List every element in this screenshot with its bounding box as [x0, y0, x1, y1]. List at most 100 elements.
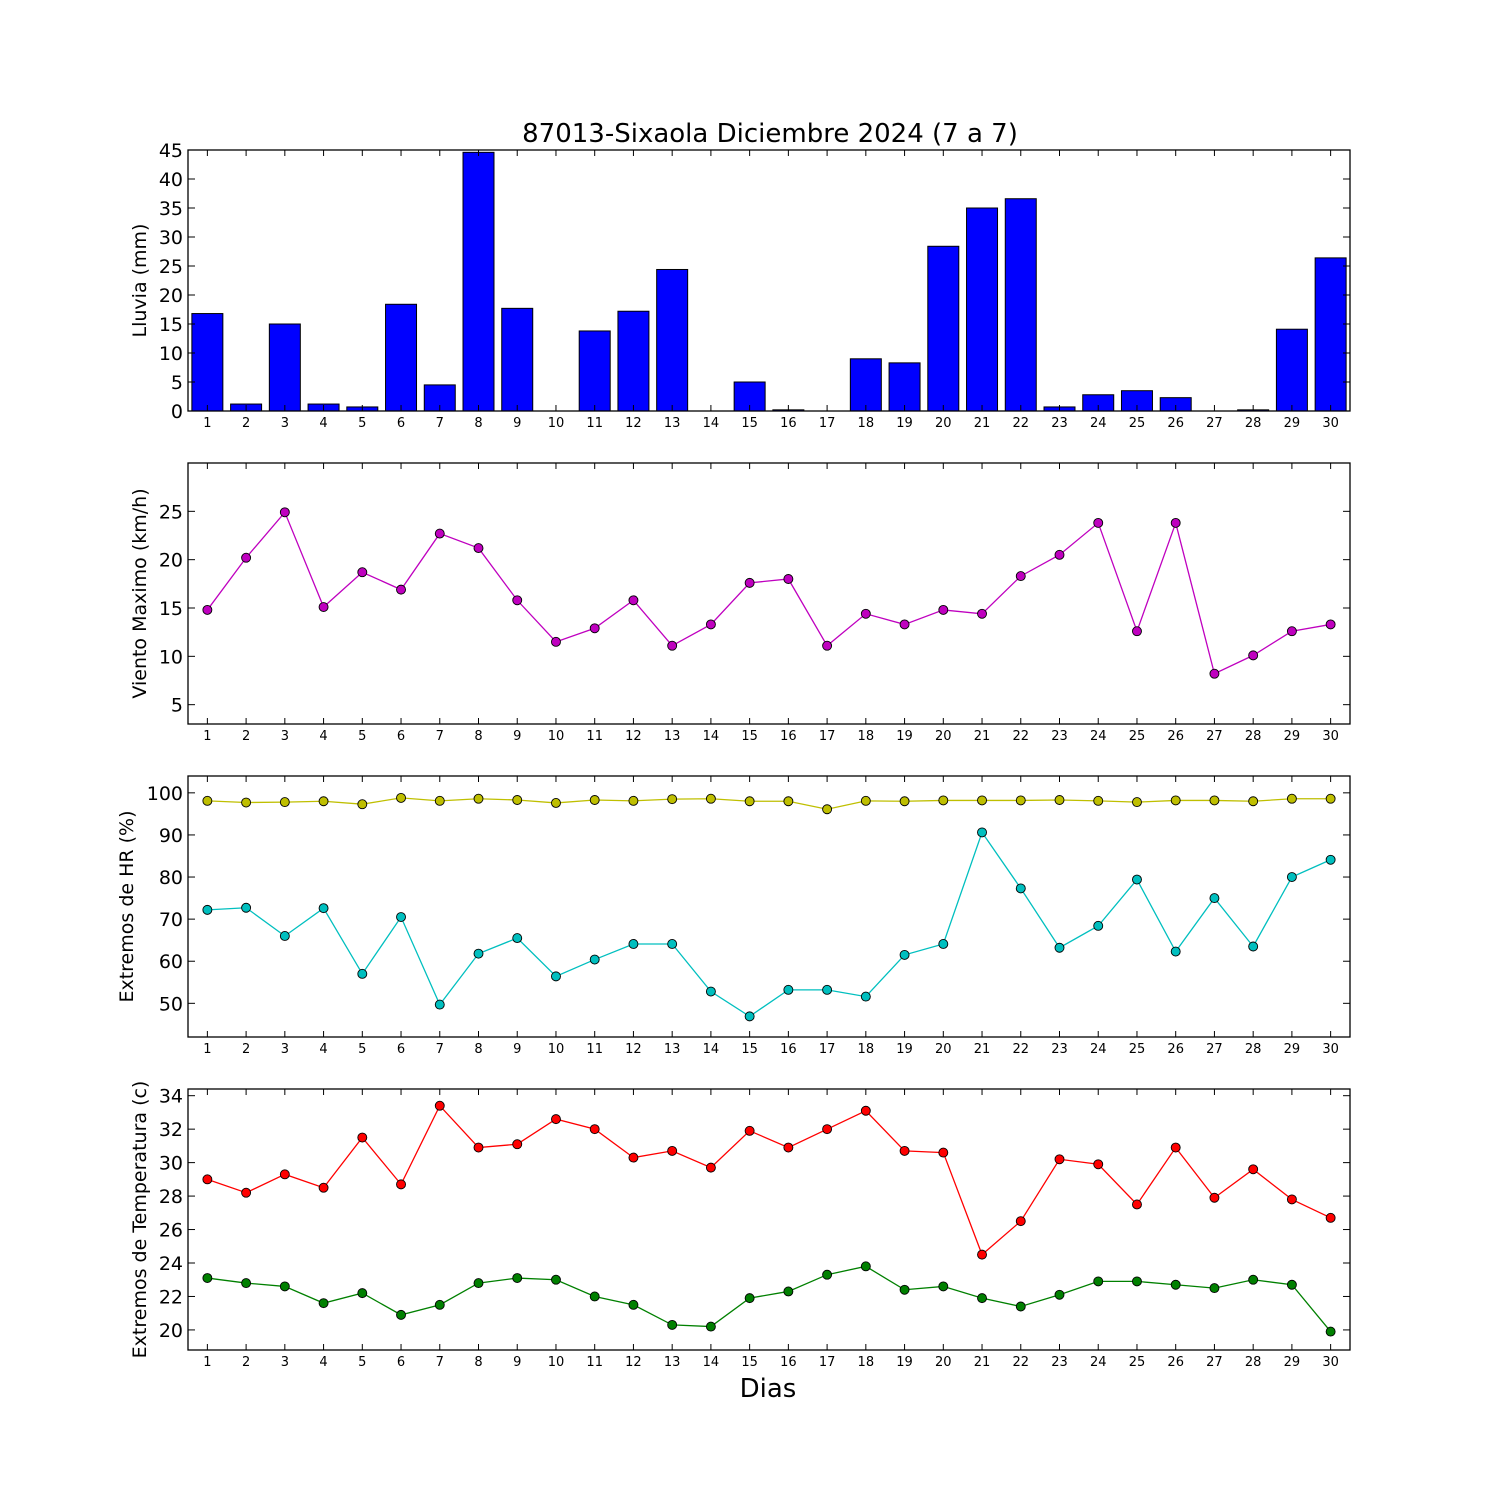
- point-series-2-dia-7: [434, 1299, 445, 1310]
- x-tick-label: 15: [741, 1355, 758, 1370]
- point-series-1-dia-6: [396, 584, 406, 595]
- point-series-2-dia-8: [473, 948, 484, 959]
- point-series-2-dia-23: [1054, 1289, 1065, 1300]
- point-series-1-dia-10: [551, 1114, 561, 1125]
- point-series-1-dia-21: [977, 1249, 987, 1260]
- point-series-1-dia-16: [783, 1142, 794, 1153]
- x-tick-label: 23: [1051, 729, 1068, 744]
- point-series-1-dia-24: [1093, 795, 1104, 806]
- bar-dia-11: [578, 330, 611, 412]
- x-tick-label: 1: [203, 729, 211, 744]
- x-tick-label: 18: [858, 1355, 875, 1370]
- point-series-2-dia-26: [1170, 1279, 1181, 1290]
- x-tick-label: 6: [397, 1355, 405, 1370]
- x-tick-label: 10: [548, 416, 565, 431]
- x-tick-label: 6: [397, 729, 405, 744]
- point-series-1-dia-20: [938, 1147, 949, 1158]
- x-tick-label: 12: [625, 1355, 642, 1370]
- x-tick-label: 1: [203, 1355, 211, 1370]
- y-tick-label: 80: [159, 867, 183, 889]
- point-series-1-dia-16: [783, 796, 794, 807]
- point-series-1-dia-9: [512, 1139, 523, 1150]
- axes-frame: [187, 462, 1351, 725]
- x-tick-label: 17: [819, 416, 836, 431]
- y-tick-label: 20: [159, 1320, 183, 1342]
- x-tick-label: 20: [935, 1042, 952, 1057]
- x-tick-label: 25: [1129, 416, 1146, 431]
- series-line-1: [207, 1104, 1331, 1256]
- x-tick-label: 10: [548, 1042, 565, 1057]
- x-tick-label: 11: [586, 1042, 603, 1057]
- x-tick-label: 14: [703, 1042, 720, 1057]
- x-tick-label: 4: [319, 416, 327, 431]
- x-tick-label: 29: [1284, 1042, 1301, 1057]
- point-series-1-dia-26: [1170, 1142, 1181, 1153]
- y-tick-label: 32: [159, 1119, 183, 1141]
- point-series-2-dia-23: [1054, 942, 1065, 953]
- point-series-2-dia-29: [1286, 872, 1297, 882]
- point-series-1-dia-12: [628, 595, 639, 606]
- point-series-1-dia-15: [744, 577, 755, 588]
- y-axis-label: Lluvia (mm): [129, 224, 151, 338]
- bar-dia-8: [462, 151, 495, 412]
- point-series-1-dia-29: [1286, 1194, 1297, 1205]
- point-series-2-dia-9: [512, 933, 523, 944]
- point-series-1-dia-29: [1286, 626, 1297, 637]
- bar-dia-30: [1314, 257, 1347, 412]
- x-tick-label: 20: [935, 416, 952, 431]
- point-series-1-dia-13: [667, 1145, 678, 1156]
- point-series-1-dia-17: [822, 804, 833, 815]
- y-tick-label: 100: [147, 783, 183, 805]
- series-line-1: [206, 511, 1331, 675]
- bar-dia-29: [1275, 328, 1308, 412]
- x-tick-label: 29: [1284, 416, 1301, 431]
- point-series-1-dia-6: [396, 792, 406, 803]
- point-series-2-dia-21: [977, 1293, 987, 1304]
- point-series-1-dia-26: [1170, 795, 1181, 806]
- point-series-1-dia-8: [473, 793, 484, 804]
- point-series-1-dia-30: [1325, 793, 1336, 804]
- point-series-1-dia-10: [551, 797, 561, 808]
- x-tick-label: 20: [935, 729, 952, 744]
- x-tick-label: 14: [703, 1355, 720, 1370]
- x-tick-label: 27: [1206, 1355, 1223, 1370]
- y-tick-label: 30: [159, 1153, 183, 1175]
- bar-dia-20: [927, 245, 960, 412]
- point-series-2-dia-6: [396, 1309, 406, 1320]
- y-axis-label: Viento Maximo (km/h): [129, 488, 151, 698]
- point-series-1-dia-20: [938, 795, 949, 806]
- point-series-1-dia-23: [1054, 549, 1065, 560]
- point-series-2-dia-17: [822, 984, 833, 995]
- x-tick-label: 25: [1129, 1355, 1146, 1370]
- y-tick-label: 25: [159, 256, 183, 278]
- point-series-2-dia-27: [1209, 893, 1220, 904]
- point-series-2-dia-16: [783, 1286, 794, 1297]
- point-series-2-dia-18: [860, 1261, 871, 1272]
- point-series-1-dia-11: [589, 1124, 600, 1135]
- x-tick-label: 7: [436, 1355, 444, 1370]
- point-series-2-dia-15: [744, 1293, 755, 1304]
- x-tick-label: 22: [1012, 1355, 1029, 1370]
- x-tick-label: 24: [1090, 1042, 1107, 1057]
- point-series-1-dia-15: [744, 796, 755, 807]
- point-series-1-dia-16: [783, 574, 794, 584]
- x-tick-label: 4: [319, 1042, 327, 1057]
- series-line-2: [207, 1265, 1332, 1333]
- point-series-2-dia-4: [318, 1298, 329, 1309]
- point-series-1-dia-30: [1325, 619, 1336, 630]
- x-tick-label: 10: [548, 1355, 565, 1370]
- y-tick-label: 45: [159, 140, 183, 162]
- x-tick-label: 16: [780, 416, 797, 431]
- point-series-2-dia-2: [241, 1278, 252, 1289]
- point-series-2-dia-5: [357, 1288, 368, 1299]
- point-series-2-dia-13: [667, 1319, 678, 1330]
- point-series-2-dia-18: [860, 991, 871, 1002]
- x-tick-label: 4: [319, 1355, 327, 1370]
- x-tick-label: 30: [1322, 729, 1339, 744]
- y-tick-label: 5: [171, 372, 183, 394]
- point-series-1-dia-27: [1209, 668, 1220, 679]
- point-series-2-dia-13: [667, 939, 678, 949]
- point-series-2-dia-11: [589, 1291, 600, 1302]
- point-series-1-dia-23: [1054, 795, 1065, 805]
